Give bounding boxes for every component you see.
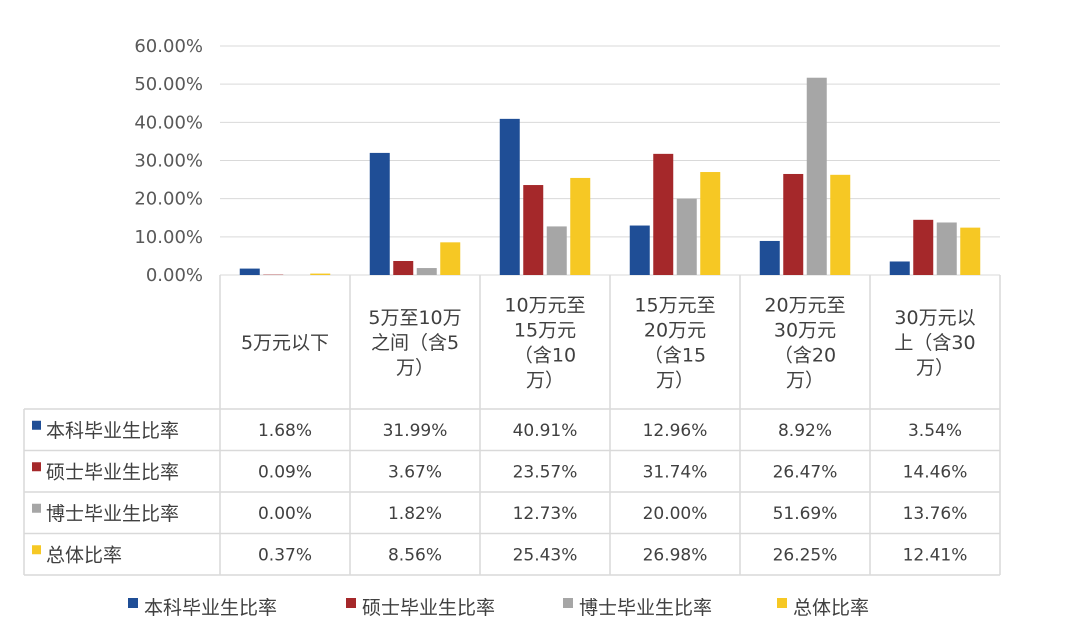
gridlines xyxy=(220,45,1000,276)
legend-swatch xyxy=(128,598,138,608)
y-tick-label: 0.00% xyxy=(146,265,203,286)
table-cell: 1.68% xyxy=(258,421,312,441)
table-cell: 8.56% xyxy=(388,545,442,565)
bar xyxy=(653,153,674,275)
bar xyxy=(629,225,650,275)
bar xyxy=(523,185,544,275)
table-cell: 25.43% xyxy=(513,545,578,565)
table-cell: 40.91% xyxy=(513,421,578,441)
table-cell: 12.73% xyxy=(513,504,578,524)
row-label: 总体比率 xyxy=(46,544,122,566)
y-tick-label: 30.00% xyxy=(134,151,203,172)
row-swatch xyxy=(32,462,41,472)
y-tick-label: 60.00% xyxy=(134,36,203,57)
legend-label: 博士毕业生比率 xyxy=(579,597,712,619)
bar xyxy=(570,177,591,275)
bar xyxy=(960,227,981,275)
bar xyxy=(759,240,780,275)
y-tick-label: 40.00% xyxy=(134,112,203,133)
legend-swatch xyxy=(563,598,573,608)
row-label: 硕士毕业生比率 xyxy=(46,461,179,483)
category-label: 5万元以下 xyxy=(241,332,329,354)
category-label: 15万元至 20万元（含15 万） xyxy=(634,295,715,392)
row-swatch xyxy=(32,420,41,430)
table-cell: 0.00% xyxy=(258,504,312,524)
row-swatch xyxy=(32,545,41,555)
legend-label: 硕士毕业生比率 xyxy=(362,597,495,619)
y-axis-ticks: 0.00% 10.00% 20.00% 30.00% 40.00% 50.00% 60.00… xyxy=(134,36,203,286)
table-cell: 14.46% xyxy=(903,462,968,482)
table-cell: 31.99% xyxy=(383,421,448,441)
legend-label: 总体比率 xyxy=(793,597,869,619)
row-label: 本科毕业生比率 xyxy=(46,420,179,442)
bars xyxy=(239,77,981,276)
table-cell: 1.82% xyxy=(388,504,442,524)
data-table: 5万元以下 5万至10万之间（含5 万） 10万元至 15万元（含10 万） 15万元至 20… xyxy=(23,275,1001,576)
table-cell: 26.98% xyxy=(643,545,708,565)
bar xyxy=(393,260,414,275)
category-label: 10万元至 15万元（含10 万） xyxy=(504,295,585,392)
category-label: 30万元以上（含30 万） xyxy=(894,307,975,379)
category-label: 5万至10万之间（含5 万） xyxy=(368,307,461,379)
bar xyxy=(700,172,721,275)
y-tick-label: 20.00% xyxy=(134,189,203,210)
bar xyxy=(913,219,934,275)
table-cell: 13.76% xyxy=(903,504,968,524)
table-cell: 20.00% xyxy=(643,504,708,524)
table-cell: 12.41% xyxy=(903,545,968,565)
bar xyxy=(499,118,520,275)
legend-swatch xyxy=(346,598,356,608)
bar xyxy=(546,226,567,275)
table-cell: 23.57% xyxy=(513,462,578,482)
bar xyxy=(676,198,697,275)
legend-swatch xyxy=(777,598,787,608)
table-cell: 26.25% xyxy=(773,545,838,565)
bar xyxy=(369,152,390,275)
legend: 本科毕业生比率 硕士毕业生比率 博士毕业生比率 总体比率 xyxy=(128,597,869,619)
row-label: 博士毕业生比率 xyxy=(46,503,179,525)
bar xyxy=(830,174,851,275)
bar xyxy=(440,242,461,275)
bar xyxy=(783,173,804,275)
category-label: 20万元至 30万元（含20 万） xyxy=(764,295,845,392)
table-cell: 3.67% xyxy=(388,462,442,482)
table-cell: 26.47% xyxy=(773,462,838,482)
table-cell: 0.37% xyxy=(258,545,312,565)
bar xyxy=(239,268,260,275)
y-tick-label: 10.00% xyxy=(134,227,203,248)
table-cell: 8.92% xyxy=(778,421,832,441)
y-tick-label: 50.00% xyxy=(134,74,203,95)
table-cell: 51.69% xyxy=(773,504,838,524)
table-cell: 31.74% xyxy=(643,462,708,482)
table-cell: 0.09% xyxy=(258,462,312,482)
row-swatch xyxy=(32,503,41,513)
bar xyxy=(310,273,331,275)
table-cell: 3.54% xyxy=(908,421,962,441)
bar xyxy=(889,261,910,275)
bar xyxy=(416,268,437,275)
bar xyxy=(806,77,827,276)
legend-label: 本科毕业生比率 xyxy=(144,597,277,619)
bar xyxy=(936,222,957,275)
table-cell: 12.96% xyxy=(643,421,708,441)
